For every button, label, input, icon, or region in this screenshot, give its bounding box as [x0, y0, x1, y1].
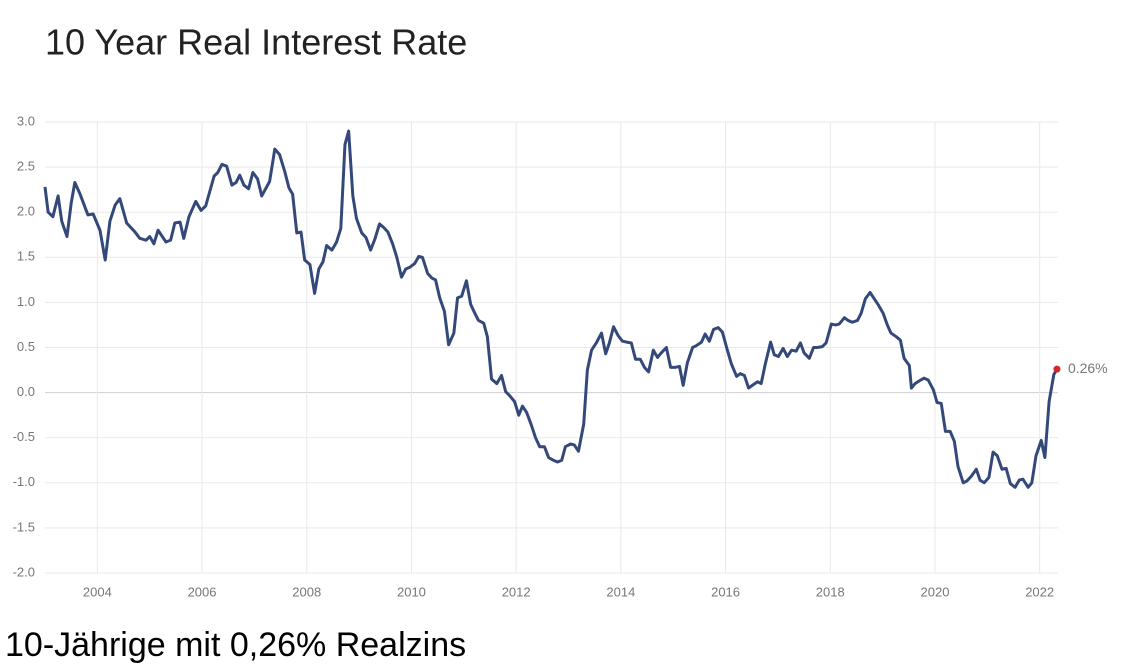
line — [43, 129, 1059, 489]
x-tick-label: 2016 — [711, 584, 740, 599]
x-tick-label: 2006 — [188, 584, 217, 599]
x-tick-label: 2020 — [921, 584, 950, 599]
x-tick-label: 2008 — [292, 584, 321, 599]
x-tick-label: 2010 — [397, 584, 426, 599]
y-tick-label: 2.5 — [17, 159, 35, 174]
chart-title: 10 Year Real Interest Rate — [45, 22, 467, 63]
y-tick-label: -0.5 — [13, 429, 35, 444]
x-tick-label: 2014 — [606, 584, 635, 599]
caption: 10-Jährige mit 0,26% Realzins — [5, 626, 466, 664]
y-tick-label: 1.0 — [17, 294, 35, 309]
x-tick-label: 2004 — [83, 584, 112, 599]
y-tick-label: 1.5 — [17, 249, 35, 264]
y-tick-label: -2.0 — [13, 564, 35, 579]
y-tick-label: -1.0 — [13, 474, 35, 489]
y-tick-label: 0.0 — [17, 384, 35, 399]
x-tick-label: 2022 — [1025, 584, 1054, 599]
y-tick-label: 0.5 — [17, 339, 35, 354]
x-tick-label: 2018 — [816, 584, 845, 599]
y-tick-label: -1.5 — [13, 519, 35, 534]
y-tick-label: 3.0 — [17, 113, 35, 128]
x-tick-label: 2012 — [502, 584, 531, 599]
end-point — [1053, 365, 1061, 373]
y-tick-label: 2.0 — [17, 204, 35, 219]
end-label: 0.26% — [1068, 360, 1108, 376]
